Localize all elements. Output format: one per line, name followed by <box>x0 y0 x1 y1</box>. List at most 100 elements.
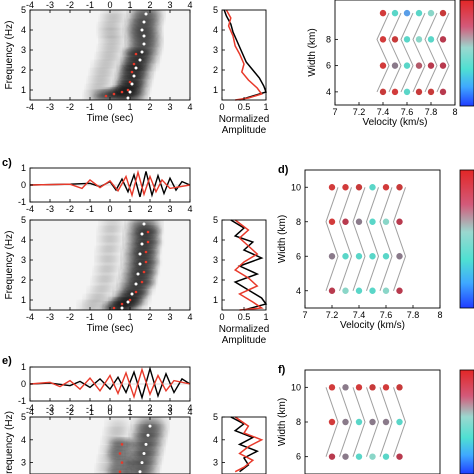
bottom-right-ylabel: Width (km) <box>277 398 288 446</box>
mid-right-ytick-label-1: 6 <box>296 251 301 261</box>
top-right-ytick-label-1: 6 <box>326 61 331 71</box>
bottom-left-ylabel: Frequency (Hz) <box>4 411 15 474</box>
mid-right-point-19 <box>342 287 349 294</box>
mid-spectrum-series-0 <box>230 219 268 311</box>
top-right-point-3 <box>427 88 435 96</box>
bottom-trace-series-1 <box>29 367 191 400</box>
mid-left-red-ridge-point-3 <box>134 290 138 294</box>
bottom-right-connector-3 <box>366 387 380 457</box>
top-right-ylabel: Width (km) <box>307 28 318 76</box>
bottom-left-red-ridge-point-2 <box>118 452 122 455</box>
bottom-left-toptick-label-0: -4 <box>26 407 34 417</box>
top-left-red-ridge-point-4 <box>128 80 132 84</box>
top-right-connector-4 <box>376 12 390 93</box>
mid-left-white-ridge-point-9 <box>142 222 146 226</box>
bottom-left-panel: -4 -3 -2 -1 0 1 2 3 4 3 4 5 Frequency (Hz) <box>4 407 193 474</box>
mid-right-connector-0 <box>325 187 339 291</box>
mid-right-connector-3 <box>365 187 380 291</box>
mid-right-ytick-label-2: 8 <box>296 217 301 227</box>
bottom-right-point-5 <box>396 384 403 391</box>
mid-right-connector-1 <box>338 187 353 291</box>
bottom-left-ytick-label-1: 4 <box>21 435 26 445</box>
mid-left-white-ridge-point-8 <box>140 232 144 236</box>
mid-left-ytick-label-1: 2 <box>21 275 26 285</box>
top-left-red-ridge-point-1 <box>112 92 116 96</box>
top-right-xtick-label-4: 7.8 <box>425 107 438 117</box>
bottom-left-red-ridge-point-0 <box>118 470 122 474</box>
bottom-spectrum-series-1 <box>234 416 264 473</box>
bottom-spectrum-series-0 <box>230 416 260 473</box>
top-right-point-13 <box>391 36 399 43</box>
bottom-trace-xtick-label-3: -1 <box>86 403 94 413</box>
mid-left-xtick-label-8: 4 <box>187 312 192 322</box>
bottom-right-point-12 <box>328 453 336 460</box>
bottom-right-point-8 <box>355 418 363 426</box>
mid-spectrum-xlabel-line1: Normalized <box>219 324 270 335</box>
top-left-ylabel: Frequency (Hz) <box>4 21 15 90</box>
mid-spectrum-ytick-label-0: 1 <box>213 295 218 305</box>
top-spectrum-series-1 <box>225 9 263 101</box>
top-left-ytick-label-1: 2 <box>21 65 26 75</box>
top-right-point-8 <box>403 62 411 69</box>
top-right-panel: 7 7.2 7.4 7.6 7.8 8 4 6 8 Velocity (km/s) Width (k… <box>307 0 458 128</box>
top-right-point-10 <box>427 62 435 69</box>
bottom-left-energy-side-4 <box>106 429 126 442</box>
top-left-toptick-label-2: -2 <box>66 0 74 10</box>
mid-right-xlabel: Velocity (km/s) <box>340 320 405 331</box>
mid-left-red-ridge-point-4 <box>140 280 144 284</box>
mid-left-panel: -4 -3 -2 -1 0 1 2 3 4 1 2 3 4 5 Time (sec) Frequency (H… <box>4 215 193 334</box>
top-right-point-22 <box>427 9 435 17</box>
mid-left-white-ridge-point-5 <box>138 262 142 266</box>
top-left-red-ridge-point-7 <box>134 52 138 56</box>
mid-left-xtick-label-7: 3 <box>167 312 172 322</box>
top-right-connector-1 <box>400 12 414 93</box>
bottom-left-red-ridge-point-1 <box>120 461 124 464</box>
top-left-red-ridge-point-3 <box>126 88 130 92</box>
mid-right-xtick-label-0: 7 <box>302 310 307 320</box>
bottom-right-point-11 <box>396 418 403 426</box>
mid-left-red-ridge-point-2 <box>128 298 132 302</box>
panel-label-c: c) <box>2 157 12 169</box>
top-left-xtick-label-8: 4 <box>187 102 192 112</box>
mid-right-point-5 <box>396 184 403 191</box>
top-left-toptick-label-1: -3 <box>46 0 54 10</box>
mid-right-point-8 <box>355 218 363 225</box>
top-left-xtick-label-0: -4 <box>26 102 34 112</box>
top-left-xtick-label-1: -3 <box>46 102 54 112</box>
mid-right-point-3 <box>369 184 376 191</box>
top-left-toptick-label-4: 0 <box>107 0 112 10</box>
bottom-left-ytick-label-0: 3 <box>21 458 26 468</box>
colorbar-bottom <box>459 369 474 474</box>
mid-left-energy-side-9 <box>102 220 122 230</box>
mid-left-energy-side-8 <box>100 228 120 240</box>
mid-left-energy-side-6 <box>98 248 118 260</box>
bottom-right-connector-2 <box>352 387 366 457</box>
top-right-point-18 <box>379 9 387 17</box>
mid-left-energy-side-4 <box>96 268 116 280</box>
bottom-trace-xtick-label-5: 1 <box>127 403 132 413</box>
mid-right-point-6 <box>328 218 336 225</box>
bottom-left-white-ridge-point-4 <box>146 433 150 437</box>
bottom-left-toptick-label-8: 4 <box>187 407 192 417</box>
mid-right-point-10 <box>382 218 390 225</box>
mid-trace-xtick-label-5: 1 <box>127 204 132 214</box>
mid-right-point-14 <box>355 253 363 260</box>
top-right-xtick-label-1: 7.2 <box>353 107 366 117</box>
bottom-right-connector-0 <box>325 387 339 457</box>
mid-trace-panel: -4 -3 -2 -1 0 1 2 3 4 -1 0 1 <box>18 163 193 214</box>
bottom-right-point-7 <box>342 418 349 426</box>
mid-right-connector-2 <box>352 187 366 291</box>
mid-right-point-0 <box>328 184 336 191</box>
bottom-spectrum-ytick-label-0: 3 <box>213 458 218 468</box>
top-left-toptick-label-8: 4 <box>187 0 192 10</box>
bottom-trace-xtick-label-1: -3 <box>46 403 54 413</box>
mid-left-energy-side-7 <box>100 238 120 250</box>
top-spectrum-ytick-label-0: 1 <box>213 85 218 95</box>
top-spectrum-ytick-label-3: 4 <box>213 25 218 35</box>
mid-left-ytick-label-4: 5 <box>21 215 26 225</box>
top-right-point-5 <box>439 88 447 96</box>
top-right-point-4 <box>379 88 387 96</box>
mid-right-point-11 <box>396 218 403 225</box>
mid-trace-xtick-label-2: -2 <box>66 204 74 214</box>
